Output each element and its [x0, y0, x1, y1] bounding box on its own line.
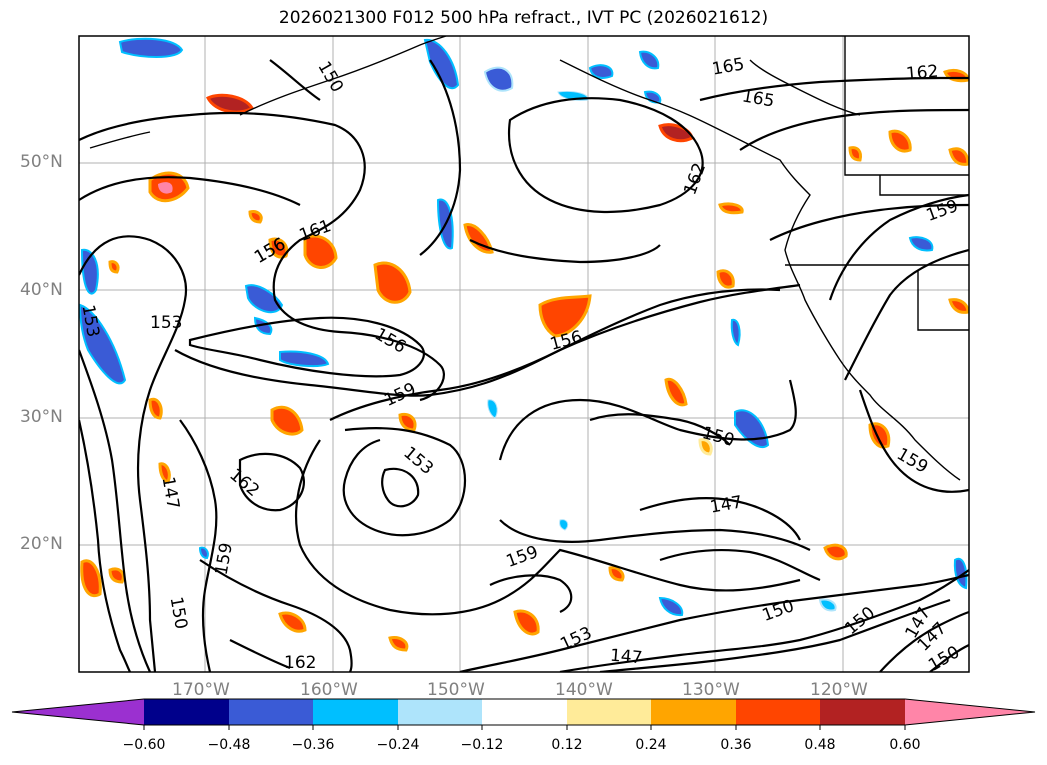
colorbar-under-arrow [12, 699, 144, 725]
colorbar-segment [144, 699, 229, 725]
contour-label: 162 [905, 61, 940, 85]
colorbar-tick-label: 0.24 [635, 737, 667, 753]
colorbar-segment [398, 699, 482, 725]
lon-label-140w: 140°W [555, 680, 613, 700]
colorbar-segment [313, 699, 398, 725]
lat-label-20n: 20°N [20, 534, 63, 554]
colorbar-tick-label: −0.36 [291, 737, 335, 753]
colorbar-segment [820, 699, 905, 725]
colorbar-tick-label: 0.36 [720, 737, 752, 753]
colorbar-tick-label: −0.48 [207, 737, 251, 753]
lat-label-30n: 30°N [20, 407, 63, 427]
colorbar-tick-label: 0.48 [804, 737, 836, 753]
contour-label: 162 [284, 653, 317, 673]
colorbar-tick-label: −0.60 [122, 737, 166, 753]
colorbar-tick-label: −0.24 [376, 737, 420, 753]
colorbar-segment [651, 699, 736, 725]
lon-label-120w: 120°W [810, 680, 868, 700]
lon-label-160w: 160°W [300, 680, 358, 700]
lat-label-50n: 50°N [20, 152, 63, 172]
colorbar-segment [736, 699, 820, 725]
colorbar-tick-label: −0.12 [460, 737, 504, 753]
coastlines [89, 36, 969, 481]
refractivity-contours [79, 59, 969, 672]
colorbar-segment [567, 699, 651, 725]
colorbar-tick-label: 0.12 [551, 737, 583, 753]
lon-label-150w: 150°W [427, 680, 485, 700]
colorbar-over-arrow [905, 699, 1035, 725]
map-title: 2026021300 F012 500 hPa refract., IVT PC… [278, 8, 769, 28]
lon-label-130w: 130°W [682, 680, 740, 700]
colorbar-segment [229, 699, 313, 725]
colorbar-tick-label: 0.60 [889, 737, 921, 753]
lat-label-40n: 40°N [20, 280, 63, 300]
contour-label: 153 [150, 313, 183, 333]
colorbar-segment [482, 699, 567, 725]
map-frame [78, 35, 970, 673]
colorbar [11, 698, 1036, 730]
lon-label-170w: 170°W [172, 680, 230, 700]
ivt-shading [79, 37, 969, 652]
contour-label: 147 [609, 645, 644, 669]
map-panel [79, 36, 969, 672]
